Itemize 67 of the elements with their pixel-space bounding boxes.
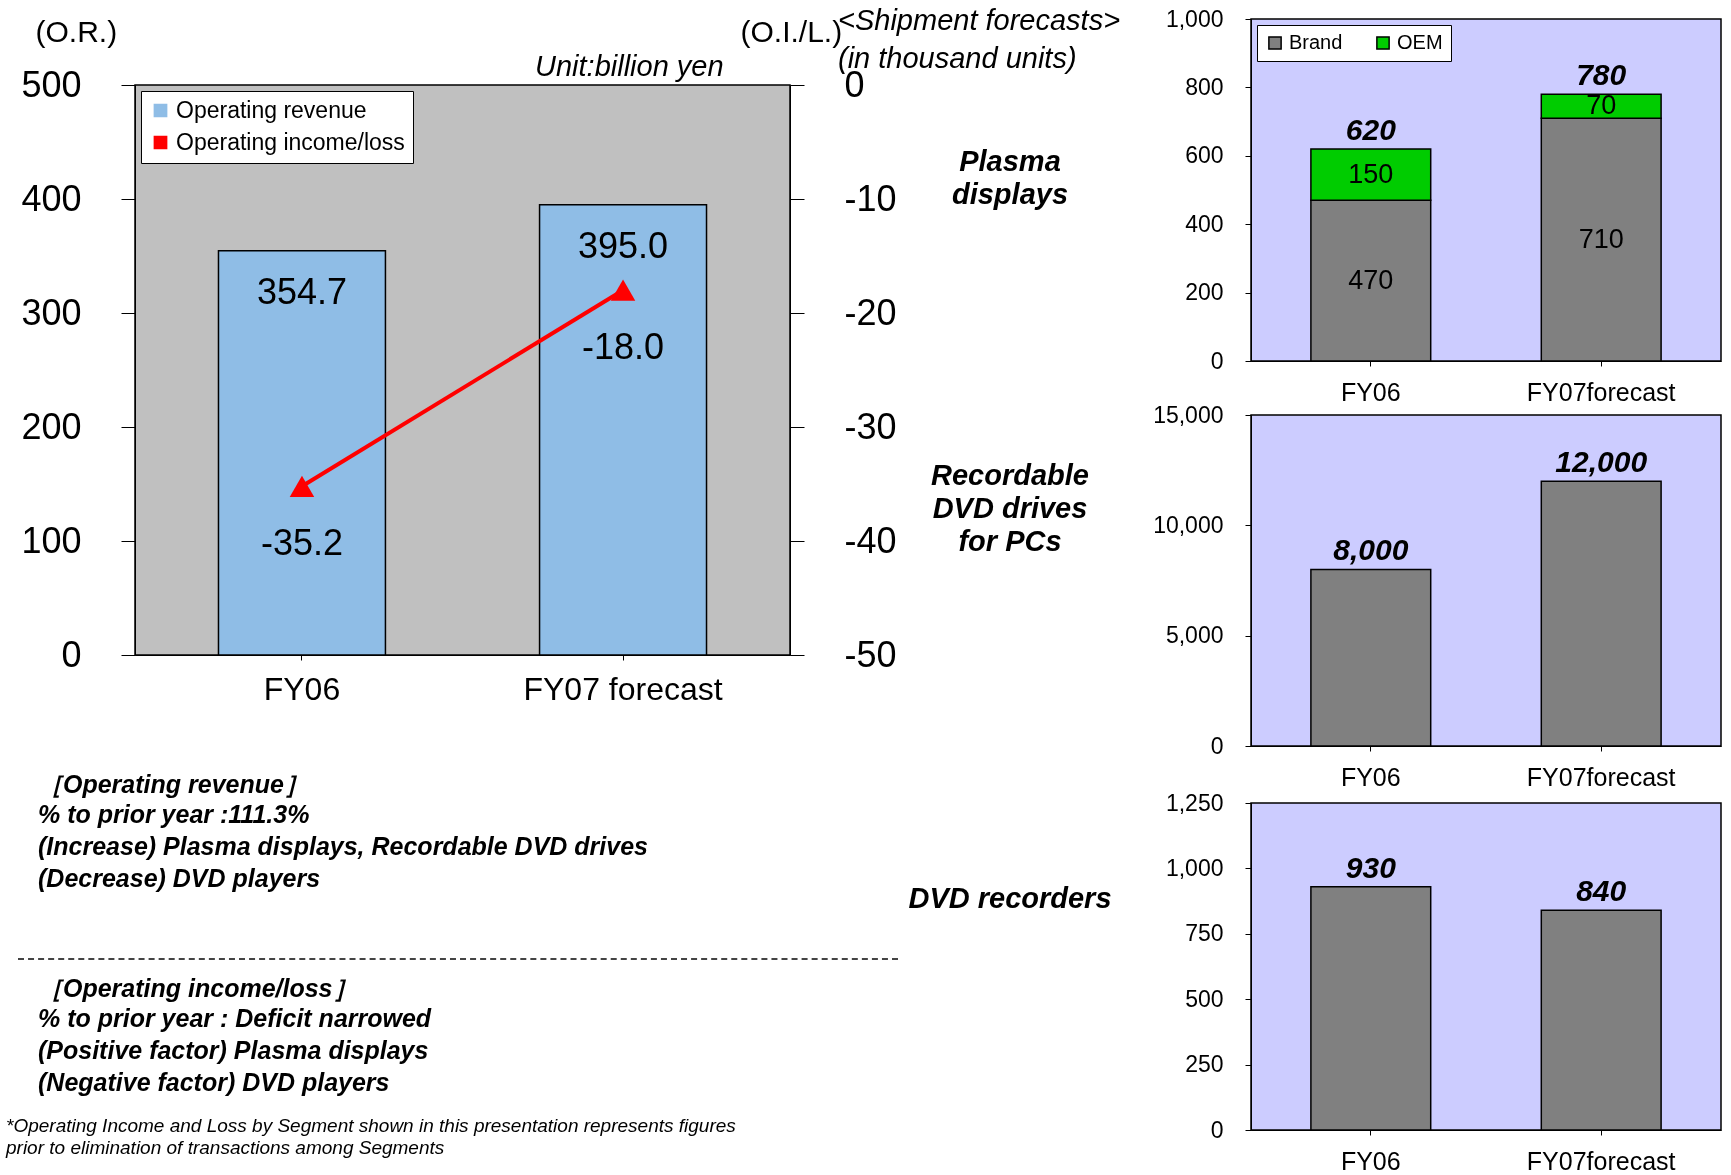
y2-tick-label: -30 <box>844 405 897 447</box>
data-label: 930 <box>1345 850 1397 884</box>
y2-tick-label: -10 <box>844 177 897 219</box>
text: *Operating Income and Loss by Segment shown in this presentation represents figures prior to elimination of transactions among Segments <box>6 1115 737 1159</box>
text: (Negative factor) DVD players <box>38 1068 390 1097</box>
x-tick-label: FY07forecast <box>1526 377 1676 406</box>
y-tick-label: 400 <box>1185 210 1224 237</box>
text: Plasma displays <box>950 145 1070 211</box>
y-axis-title: (O.R.) <box>35 14 118 48</box>
x-tick-label: FY06 <box>1340 762 1401 791</box>
text: Unit:billion yen <box>535 50 724 83</box>
x-tick-label: FY07forecast <box>1526 762 1676 791</box>
text: ［Operating income/loss］ <box>38 973 358 1004</box>
legend-label: Brand <box>1289 31 1343 53</box>
y-tick-label: 10,000 <box>1153 511 1224 538</box>
text: % to prior year : Deficit narrowed <box>38 1004 432 1033</box>
y-tick-label: 600 <box>1185 142 1224 169</box>
y-tick-label: 100 <box>21 519 82 561</box>
data-label: 354.7 <box>256 270 348 312</box>
y2-tick-label: -20 <box>844 291 897 333</box>
y-tick-label: 0 <box>1210 732 1224 759</box>
y-tick-label: 1,000 <box>1165 5 1224 32</box>
text: (Positive factor) Plasma displays <box>38 1036 429 1065</box>
text: % to prior year :111.3% <box>38 800 310 829</box>
x-tick-label: FY07forecast <box>1526 1146 1676 1175</box>
legend-label: OEM <box>1397 31 1443 53</box>
text: ［Operating revenue］ <box>38 769 309 800</box>
total-label: 620 <box>1345 112 1397 146</box>
y-tick-label: 200 <box>21 405 82 447</box>
x-tick-label: FY06 <box>263 670 341 707</box>
legend-label: Operating revenue <box>176 96 367 123</box>
total-label: 780 <box>1576 58 1627 92</box>
data-label: 470 <box>1348 264 1394 295</box>
y-tick-label: 500 <box>1185 985 1224 1012</box>
data-label: 710 <box>1578 223 1624 254</box>
data-label: 12,000 <box>1555 445 1648 479</box>
data-label: 395.0 <box>577 224 669 266</box>
y2-tick-label: -50 <box>844 633 897 675</box>
y-tick-label: 400 <box>21 177 82 219</box>
y-tick-label: 500 <box>21 63 82 105</box>
x-tick-label: FY06 <box>1340 377 1401 406</box>
y-tick-label: 0 <box>1210 347 1224 374</box>
y2-tick-label: -40 <box>844 519 897 561</box>
text: (Decrease) DVD players <box>38 864 321 893</box>
text: DVD recorders <box>907 881 1113 915</box>
y-tick-label: 750 <box>1185 920 1224 947</box>
y-tick-label: 250 <box>1185 1051 1224 1078</box>
y-tick-label: 5,000 <box>1165 622 1224 649</box>
text: Recordable DVD drives for PCs <box>930 458 1090 558</box>
y-tick-label: 300 <box>21 291 82 333</box>
y-tick-label: 200 <box>1185 279 1224 306</box>
y-tick-label: 15,000 <box>1153 401 1224 428</box>
y-tick-label: 800 <box>1185 73 1224 100</box>
y-tick-label: 0 <box>1210 1116 1224 1143</box>
data-label: 8,000 <box>1333 533 1409 567</box>
x-tick-label: FY07 forecast <box>523 670 723 707</box>
data-label: -35.2 <box>260 522 343 564</box>
data-label: 840 <box>1576 874 1627 908</box>
x-tick-label: FY06 <box>1340 1146 1401 1175</box>
text: (Increase) Plasma displays, Recordable DVD drives <box>38 832 648 861</box>
y-tick-label: 1,250 <box>1165 789 1224 816</box>
y-tick-label: 1,000 <box>1165 854 1224 881</box>
data-label: -18.0 <box>582 326 665 368</box>
data-label: 150 <box>1348 158 1394 189</box>
y-tick-label: 0 <box>61 633 82 675</box>
data-label: 70 <box>1586 90 1617 121</box>
legend-label: Operating income/loss <box>176 128 405 155</box>
